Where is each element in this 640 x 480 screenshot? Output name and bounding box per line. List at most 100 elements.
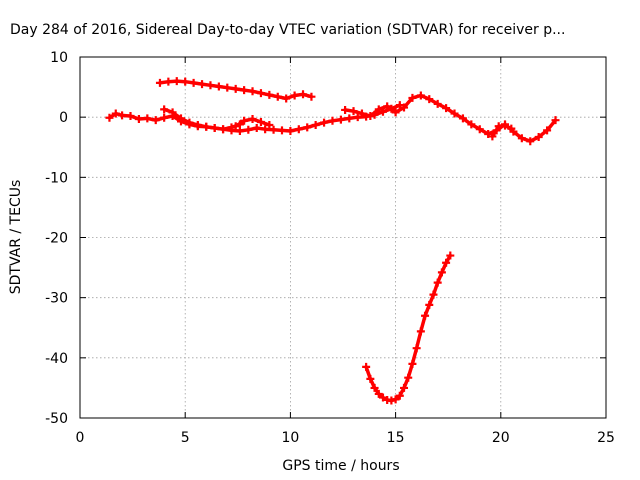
data-point [219, 125, 228, 134]
data-point [328, 116, 337, 125]
data-point [307, 92, 316, 101]
series-2 [160, 105, 244, 134]
y-tick-label: -50 [45, 411, 68, 427]
data-point [475, 125, 484, 134]
data-point [273, 92, 282, 101]
data-point [374, 389, 383, 398]
data-point [507, 124, 516, 133]
data-point [168, 108, 177, 117]
data-point [269, 125, 278, 134]
data-point [105, 113, 114, 122]
data-point [416, 91, 425, 100]
data-point [391, 108, 400, 117]
data-point [442, 104, 451, 113]
data-point [467, 120, 476, 129]
data-point [501, 121, 510, 130]
data-point [534, 133, 543, 142]
data-point [299, 90, 308, 99]
data-point [551, 116, 560, 125]
data-point [374, 105, 383, 114]
y-tick-label: -20 [45, 231, 68, 247]
data-point [155, 78, 164, 87]
data-point [458, 114, 467, 123]
data-point [433, 99, 442, 108]
data-point [151, 116, 160, 125]
x-tick-label: 15 [387, 430, 405, 446]
data-point [408, 93, 417, 102]
data-point [256, 117, 265, 126]
data-point [134, 114, 143, 123]
data-point [160, 113, 169, 122]
data-point [240, 86, 249, 95]
data-point [395, 391, 404, 400]
data-point [261, 125, 270, 134]
data-point [160, 105, 169, 114]
x-tick-label: 20 [492, 430, 510, 446]
data-point [282, 94, 291, 103]
data-point [244, 125, 253, 134]
series-line [162, 107, 242, 131]
data-point [378, 393, 387, 402]
y-tick-label: -40 [45, 351, 68, 367]
data-point [164, 77, 173, 86]
data-point [294, 125, 303, 134]
data-point [404, 373, 413, 382]
data-point [543, 126, 552, 135]
data-point [349, 107, 358, 116]
data-series [105, 77, 560, 405]
x-tick-label: 10 [281, 430, 299, 446]
data-point [227, 123, 236, 132]
x-axis-label: GPS time / hours [282, 458, 399, 474]
data-point [391, 395, 400, 404]
data-point [311, 120, 320, 129]
y-tick-label: -30 [45, 291, 68, 307]
data-point [353, 113, 362, 122]
data-point [412, 344, 421, 353]
data-point [517, 134, 526, 143]
data-point [181, 77, 190, 86]
data-point [206, 81, 215, 90]
data-point [231, 84, 240, 93]
series-3 [231, 114, 274, 131]
data-point [176, 114, 185, 123]
data-point [290, 91, 299, 100]
data-point [248, 114, 257, 123]
data-point [362, 362, 371, 371]
series-4 [341, 91, 560, 146]
series-5 [488, 121, 516, 141]
data-point [118, 111, 127, 120]
data-point [252, 123, 261, 132]
data-point [265, 120, 274, 129]
data-point [400, 103, 409, 112]
data-point [395, 101, 404, 110]
data-point [425, 300, 434, 309]
axis-ticks: 0 5 10 15 20 25 10 0 -10 -20 -30 -40 -50 [45, 50, 615, 446]
data-point [277, 126, 286, 135]
series-1 [155, 77, 316, 103]
data-point [416, 327, 425, 336]
data-point [442, 258, 451, 267]
data-point [286, 127, 295, 136]
series-line [343, 93, 558, 143]
data-point [172, 77, 181, 86]
plot-frame [79, 56, 607, 419]
data-point [193, 120, 202, 129]
data-point [214, 82, 223, 91]
data-point [198, 80, 207, 89]
data-point [231, 122, 240, 131]
data-point [341, 105, 350, 114]
data-point [421, 311, 430, 320]
data-point [265, 90, 274, 99]
data-point [303, 123, 312, 132]
data-point [248, 87, 257, 96]
x-tick-label: 0 [76, 430, 85, 446]
y-tick-label: -10 [45, 170, 68, 186]
data-point [126, 111, 135, 120]
series-6 [362, 251, 455, 405]
data-point [357, 109, 366, 118]
data-point [446, 251, 455, 260]
data-point [433, 278, 442, 287]
chart-title: Day 284 of 2016, Sidereal Day-to-day VTE… [10, 22, 565, 38]
data-point [202, 122, 211, 131]
